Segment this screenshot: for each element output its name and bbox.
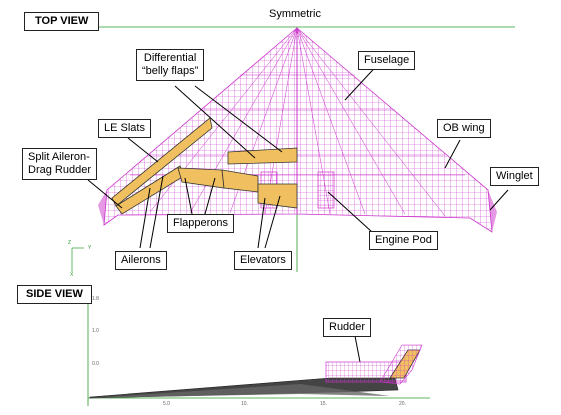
axis-triad: [71, 247, 84, 272]
leader-ob-wing: [444, 139, 461, 169]
label-elevators: Elevators: [234, 251, 292, 270]
label-engine-pod: Engine Pod: [369, 231, 438, 250]
top-view-title: TOP VIEW: [24, 12, 100, 31]
label-fuselage: Fuselage: [358, 51, 416, 70]
elevator-left: [257, 183, 298, 209]
leader-split-aileron: [87, 179, 123, 209]
label-line: Differential: [143, 52, 197, 64]
right-wing-planform: [296, 27, 493, 233]
label-winglet: Winglet: [490, 167, 539, 186]
leader-flapperons: [184, 177, 216, 215]
side-view: [87, 298, 430, 406]
le-slats: [111, 117, 213, 207]
side-x-tick: 10.: [241, 401, 248, 407]
engine-pod-right: [317, 171, 335, 209]
label-ob-wing: OB wing: [437, 119, 491, 138]
side-x-tick: 20.: [399, 401, 406, 407]
winglet-left: [98, 190, 107, 225]
label-flapperons: Flapperons: [167, 214, 235, 233]
leader-winglet: [489, 189, 509, 211]
leader-elevators: [257, 195, 281, 249]
label-rudder: Rudder: [323, 318, 372, 337]
side-profile-lower: [90, 384, 390, 398]
belly-flap-upper: [227, 147, 298, 165]
side-y-tick: 1.8: [92, 296, 99, 302]
side-x-tick: 5.0: [163, 401, 170, 407]
leader-le-slats: [127, 137, 159, 163]
side-x-tick: 15.: [320, 401, 327, 407]
side-y-tick: 0.0: [92, 361, 99, 367]
label-ailerons: Ailerons: [115, 251, 167, 270]
symmetric-label: Symmetric: [269, 8, 321, 20]
axis-z-label: Z: [68, 240, 72, 246]
label-split-aileron: Split Aileron- Drag Rudder: [22, 148, 97, 180]
label-le-slats: LE Slats: [98, 119, 151, 138]
side-y-tick: 1.0: [92, 328, 99, 334]
side-tail-mesh: [379, 344, 423, 385]
leader-engine-pod: [327, 191, 373, 233]
leader-rudder: [354, 335, 361, 363]
label-line: Split Aileron-: [28, 151, 90, 163]
axis-x-label: X: [70, 272, 74, 278]
label-line: “belly flaps”: [142, 65, 199, 77]
leader-belly-flaps: [174, 85, 283, 159]
label-line: Drag Rudder: [28, 164, 91, 176]
leader-lines: [87, 59, 509, 363]
leader-ailerons: [139, 175, 164, 249]
axis-y-label: Y: [88, 245, 92, 251]
side-view-title: SIDE VIEW: [17, 285, 92, 304]
label-differential-belly-flaps: Differential “belly flaps”: [136, 49, 205, 81]
winglet-right: [488, 190, 497, 232]
